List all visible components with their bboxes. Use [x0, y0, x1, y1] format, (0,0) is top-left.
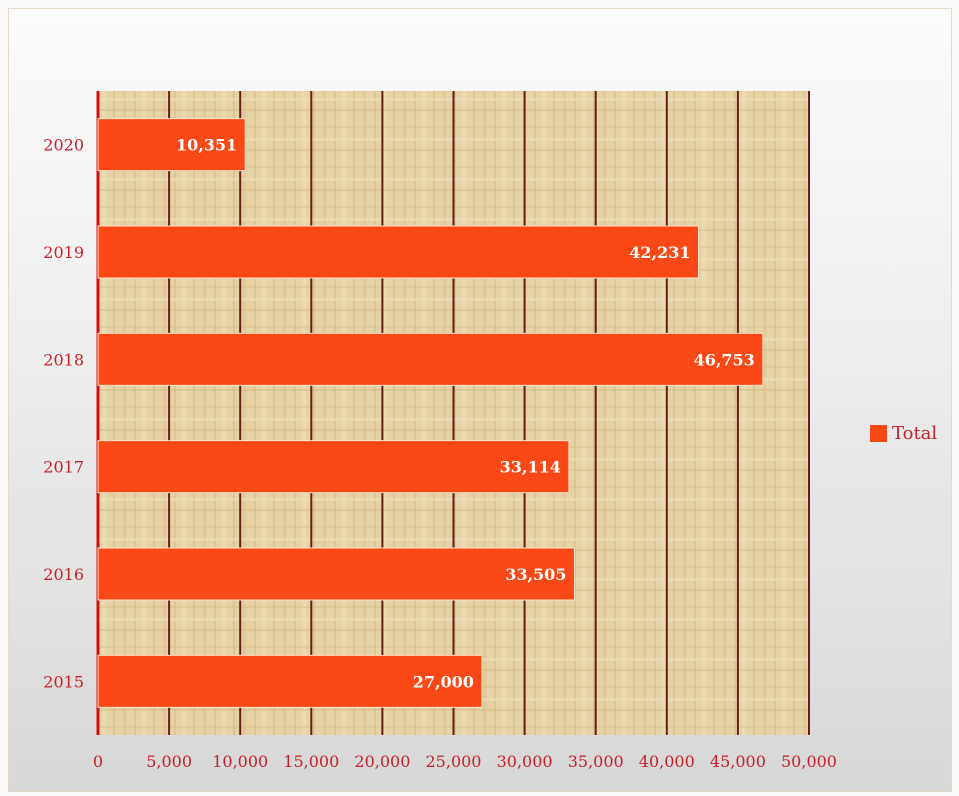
y-tick-label: 2018 — [43, 350, 84, 369]
x-tick-label: 20,000 — [354, 752, 410, 771]
bar-2020 — [97, 118, 246, 172]
y-axis-ticks: 2020 2019 2018 2017 2016 2015 — [43, 136, 84, 692]
x-tick-label: 0 — [93, 752, 103, 771]
x-tick-label: 30,000 — [497, 752, 553, 771]
bar-2019 — [97, 225, 700, 279]
x-axis-ticks: 0 5,000 10,000 15,000 20,000 25,000 30,000 35,0… — [93, 752, 837, 771]
legend-swatch — [870, 424, 887, 442]
bar-label-2017: 33,114 — [500, 458, 561, 477]
bar-label-2020: 10,351 — [176, 136, 237, 155]
y-tick-label: 2017 — [43, 458, 84, 477]
bar-2016 — [97, 547, 575, 601]
y-tick-label: 2016 — [43, 565, 84, 584]
bar-labels: 10,351 42,231 46,753 33,114 33,505 27,000 — [176, 136, 755, 692]
legend-label: Total — [892, 422, 938, 444]
bars — [97, 118, 764, 708]
bar-2017 — [97, 440, 570, 494]
gridlines — [168, 91, 810, 735]
y-tick-label: 2019 — [43, 243, 84, 262]
y-tick-label: 2020 — [43, 136, 84, 155]
bar-label-2019: 42,231 — [629, 243, 690, 262]
x-tick-label: 50,000 — [781, 752, 837, 771]
bar-label-2018: 46,753 — [694, 350, 755, 369]
bar-label-2015: 27,000 — [413, 672, 474, 691]
x-tick-label: 45,000 — [710, 752, 766, 771]
y-tick-label: 2015 — [43, 672, 84, 691]
x-tick-label: 25,000 — [426, 752, 482, 771]
bar-label-2016: 33,505 — [505, 565, 566, 584]
x-tick-label: 10,000 — [212, 752, 268, 771]
legend: Total — [870, 422, 937, 444]
x-tick-label: 5,000 — [146, 752, 192, 771]
x-tick-label: 40,000 — [639, 752, 695, 771]
bar-2015 — [97, 654, 483, 708]
bar-2018 — [97, 332, 764, 386]
x-tick-label: 35,000 — [568, 752, 624, 771]
x-tick-label: 15,000 — [283, 752, 339, 771]
